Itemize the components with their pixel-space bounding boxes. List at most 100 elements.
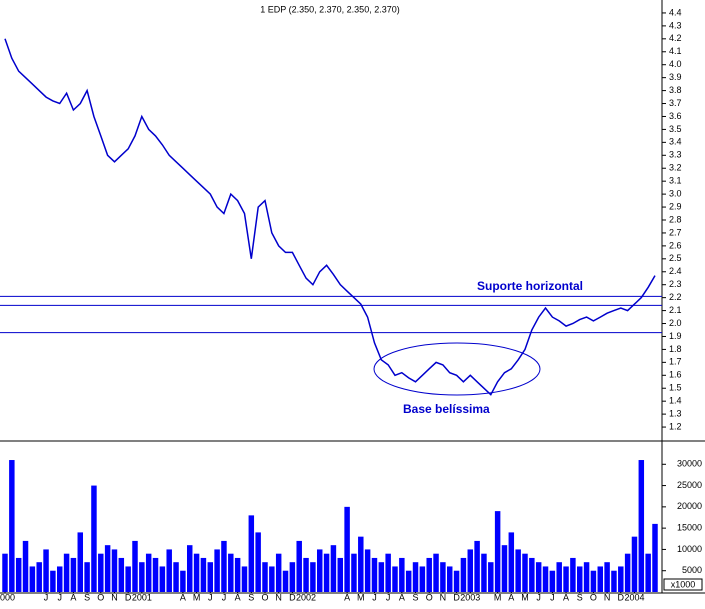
chart-title: 1 EDP (2.350, 2.370, 2.350, 2.370) (260, 4, 399, 14)
volume-bar (645, 553, 651, 592)
x-tick-label: 2001 (132, 592, 152, 602)
volume-bar (351, 553, 357, 592)
volume-bar (556, 562, 562, 592)
x-tick-label: M (521, 592, 529, 602)
y-tick-label: 2.7 (669, 227, 682, 237)
volume-bar (508, 532, 515, 592)
volume-bar (618, 566, 624, 592)
volume-bar (453, 570, 460, 592)
volume-bar (255, 532, 261, 592)
y-tick-label: 2.9 (669, 201, 682, 211)
y-tick-label: 3.8 (669, 85, 682, 95)
volume-bar (241, 566, 248, 592)
y-tick-label: 2.2 (669, 292, 682, 302)
x-tick-label: N (275, 592, 282, 602)
volume-bar (98, 553, 104, 592)
x-tick-label: A (563, 592, 569, 602)
x-tick-label: M (357, 592, 365, 602)
volume-bar (310, 562, 316, 592)
volume-bar (467, 549, 473, 592)
volume-bar (419, 566, 426, 592)
x-tick-label: A (344, 592, 350, 602)
x-tick-label: D (453, 592, 460, 602)
y-tick-label: 2.6 (669, 240, 682, 250)
y2-unit-label: x1000 (671, 579, 696, 589)
volume-bar (145, 553, 152, 592)
y-tick-label: 2.5 (669, 253, 682, 263)
volume-bar (15, 557, 22, 592)
x-tick-label: J (208, 592, 213, 602)
volume-bar (652, 523, 658, 592)
volume-bar (447, 566, 453, 592)
volume-bar (330, 545, 337, 592)
x-tick-label: 2003 (460, 592, 480, 602)
x-tick-label: 2000 (0, 592, 15, 602)
y-tick-label: 3.0 (669, 188, 682, 198)
y-tick-label: 1.9 (669, 331, 682, 341)
x-tick-label: S (84, 592, 90, 602)
volume-bar (77, 532, 83, 592)
volume-bar (399, 557, 405, 592)
volume-bar (289, 562, 296, 592)
y2-tick-label: 30000 (677, 459, 702, 469)
volume-bar (542, 566, 549, 592)
y-tick-label: 2.1 (669, 305, 682, 315)
volume-bar (262, 562, 268, 592)
volume-bar (36, 562, 42, 592)
y2-tick-label: 15000 (677, 523, 702, 533)
y2-tick-label: 20000 (677, 501, 702, 511)
price-line (4, 38, 656, 396)
y-tick-label: 1.5 (669, 383, 682, 393)
y-tick-label: 1.4 (669, 396, 682, 406)
y-tick-label: 1.8 (669, 344, 682, 354)
volume-bar (590, 570, 597, 592)
volume-bar (440, 562, 446, 592)
volume-bar (118, 557, 125, 592)
volume-bar (426, 557, 432, 592)
y-tick-label: 3.9 (669, 72, 682, 82)
volume-bar (570, 557, 576, 592)
x-tick-label: S (577, 592, 583, 602)
volume-bar (488, 562, 494, 592)
x-tick-label: O (426, 592, 433, 602)
volume-bar (70, 557, 77, 592)
y-tick-label: 3.2 (669, 163, 682, 173)
volume-bar (371, 557, 378, 592)
volume-bar (152, 557, 159, 592)
x-tick-label: A (235, 592, 241, 602)
volume-bar (522, 553, 528, 592)
volume-bar (2, 553, 8, 592)
y-tick-label: 3.7 (669, 98, 682, 108)
volume-bar (63, 553, 70, 592)
volume-bar (200, 557, 207, 592)
base-ellipse (373, 342, 541, 396)
volume-bar (57, 566, 63, 592)
x-tick-label: N (440, 592, 447, 602)
volume-bar (563, 566, 569, 592)
volume-bar (104, 545, 111, 592)
y-tick-label: 3.3 (669, 150, 682, 160)
y2-tick-label: 10000 (677, 544, 702, 554)
volume-bar (515, 549, 521, 592)
volume-bar (631, 536, 638, 592)
y-tick-label: 2.3 (669, 279, 682, 289)
volume-bar (604, 562, 610, 592)
volume-bar (549, 570, 556, 592)
volume-bar (378, 562, 385, 592)
volume-bar (228, 553, 234, 592)
y-tick-label: 1.7 (669, 357, 682, 367)
y-tick-label: 3.6 (669, 111, 682, 121)
volume-bar (405, 570, 412, 592)
volume-bar (323, 553, 330, 592)
volume-bar (22, 540, 29, 592)
volume-bar (460, 557, 467, 592)
volume-bar (91, 485, 97, 592)
volume-bar (43, 549, 49, 592)
y-tick-label: 4.3 (669, 20, 682, 30)
volume-bar (139, 562, 145, 592)
x-tick-label: S (248, 592, 254, 602)
annotation: Base belíssima (403, 402, 490, 416)
volume-bar (358, 536, 364, 592)
